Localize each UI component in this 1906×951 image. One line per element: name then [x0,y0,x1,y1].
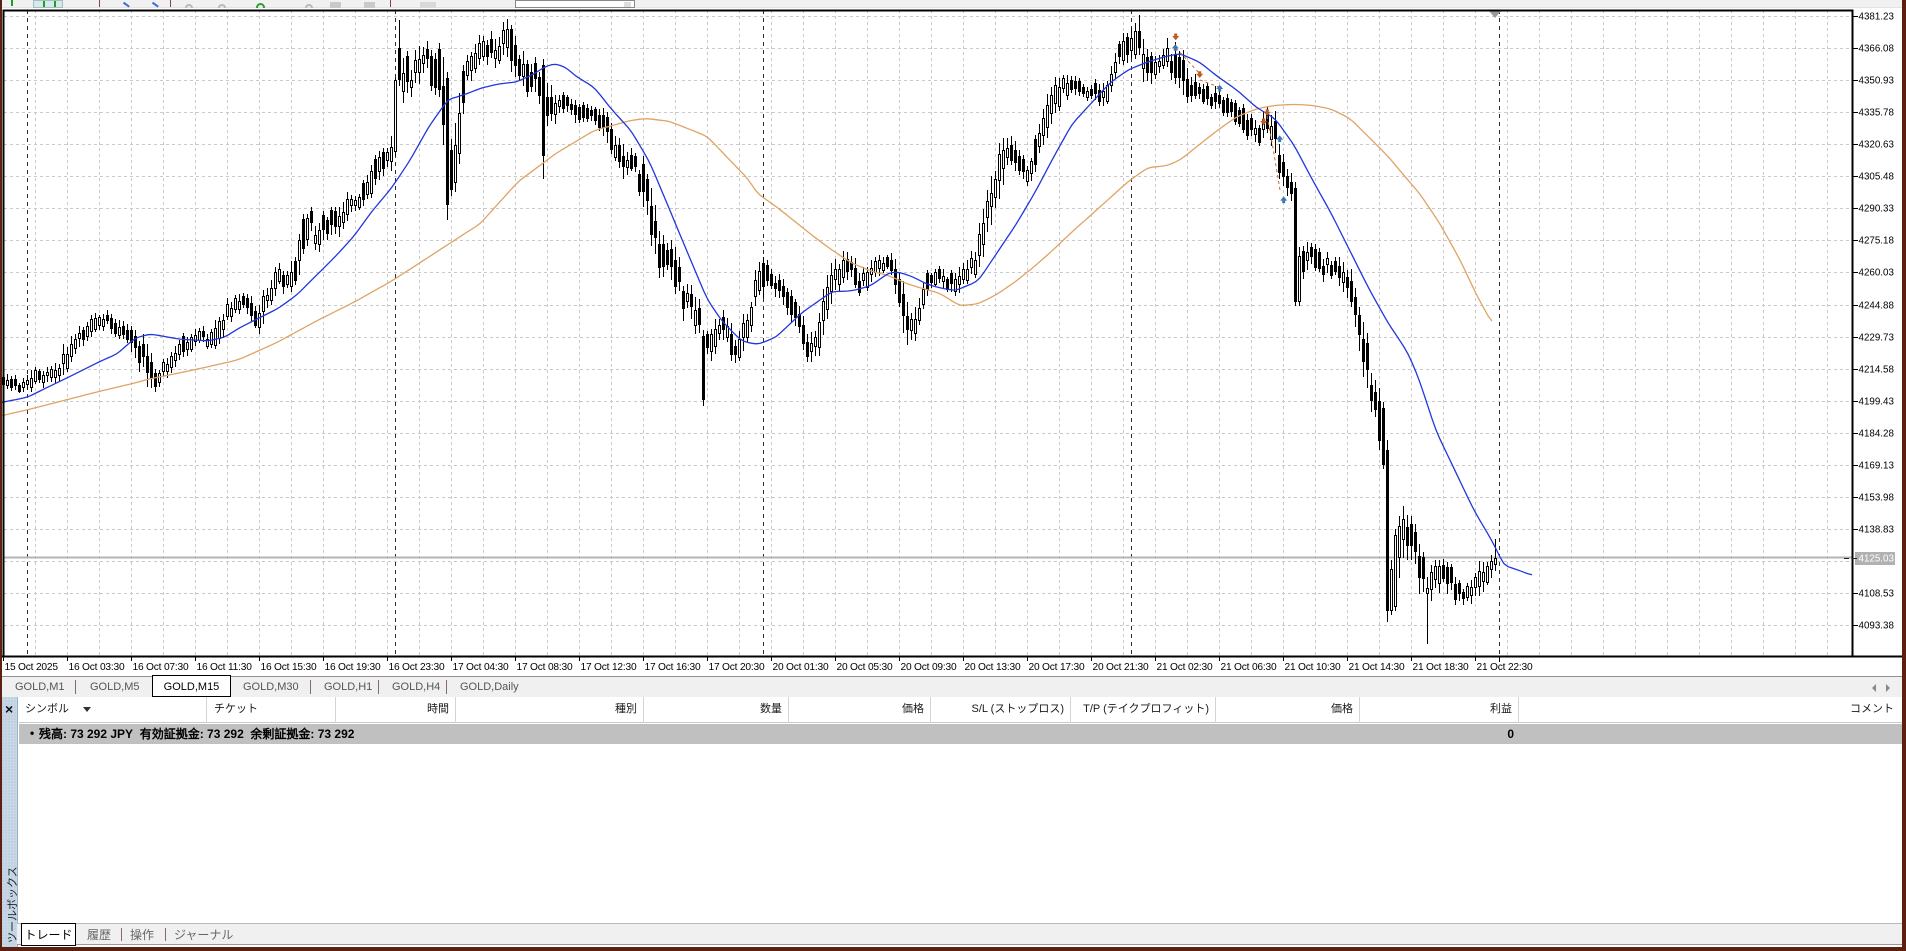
svg-text:16 Oct 19:30: 16 Oct 19:30 [325,662,381,673]
svg-text:4229.73: 4229.73 [1859,333,1895,344]
svg-text:21 Oct 14:30: 21 Oct 14:30 [1349,662,1405,673]
svg-text:16 Oct 23:30: 16 Oct 23:30 [389,662,445,673]
svg-text:17 Oct 16:30: 17 Oct 16:30 [645,662,701,673]
svg-text:17 Oct 12:30: 17 Oct 12:30 [581,662,637,673]
svg-text:16 Oct 11:30: 16 Oct 11:30 [197,662,253,673]
svg-text:21 Oct 02:30: 21 Oct 02:30 [1157,662,1213,673]
svg-text:4199.43: 4199.43 [1859,397,1895,408]
svg-text:17 Oct 04:30: 17 Oct 04:30 [453,662,509,673]
svg-text:20 Oct 01:30: 20 Oct 01:30 [773,662,829,673]
svg-text:4275.18: 4275.18 [1859,236,1895,247]
svg-text:20 Oct 09:30: 20 Oct 09:30 [901,662,957,673]
svg-text:4305.48: 4305.48 [1859,172,1895,183]
svg-text:4350.93: 4350.93 [1859,76,1895,87]
svg-text:21 Oct 10:30: 21 Oct 10:30 [1285,662,1341,673]
svg-text:4320.63: 4320.63 [1859,140,1895,151]
svg-text:20 Oct 05:30: 20 Oct 05:30 [837,662,893,673]
svg-text:4153.98: 4153.98 [1859,493,1895,504]
svg-text:4244.88: 4244.88 [1859,301,1895,312]
svg-text:21 Oct 18:30: 21 Oct 18:30 [1413,662,1469,673]
svg-text:4169.13: 4169.13 [1859,461,1895,472]
svg-text:17 Oct 08:30: 17 Oct 08:30 [517,662,573,673]
svg-text:4138.83: 4138.83 [1859,525,1895,536]
svg-text:4366.08: 4366.08 [1859,44,1895,55]
svg-text:21 Oct 22:30: 21 Oct 22:30 [1477,662,1533,673]
svg-text:21 Oct 06:30: 21 Oct 06:30 [1221,662,1277,673]
svg-text:4108.53: 4108.53 [1859,589,1895,600]
svg-text:20 Oct 17:30: 20 Oct 17:30 [1029,662,1085,673]
svg-text:4335.78: 4335.78 [1859,108,1895,119]
svg-text:16 Oct 15:30: 16 Oct 15:30 [261,662,317,673]
svg-text:4381.23: 4381.23 [1859,12,1895,23]
svg-text:4290.33: 4290.33 [1859,204,1895,215]
svg-text:4125.03: 4125.03 [1859,554,1895,565]
svg-text:16 Oct 03:30: 16 Oct 03:30 [69,662,125,673]
svg-text:15 Oct 2025: 15 Oct 2025 [5,662,59,673]
svg-text:16 Oct 07:30: 16 Oct 07:30 [133,662,189,673]
svg-text:4260.03: 4260.03 [1859,268,1895,279]
svg-text:4093.38: 4093.38 [1859,621,1895,632]
svg-text:20 Oct 13:30: 20 Oct 13:30 [965,662,1021,673]
svg-text:4214.58: 4214.58 [1859,365,1895,376]
svg-text:4184.28: 4184.28 [1859,429,1895,440]
svg-text:17 Oct 20:30: 17 Oct 20:30 [709,662,765,673]
svg-text:20 Oct 21:30: 20 Oct 21:30 [1093,662,1149,673]
